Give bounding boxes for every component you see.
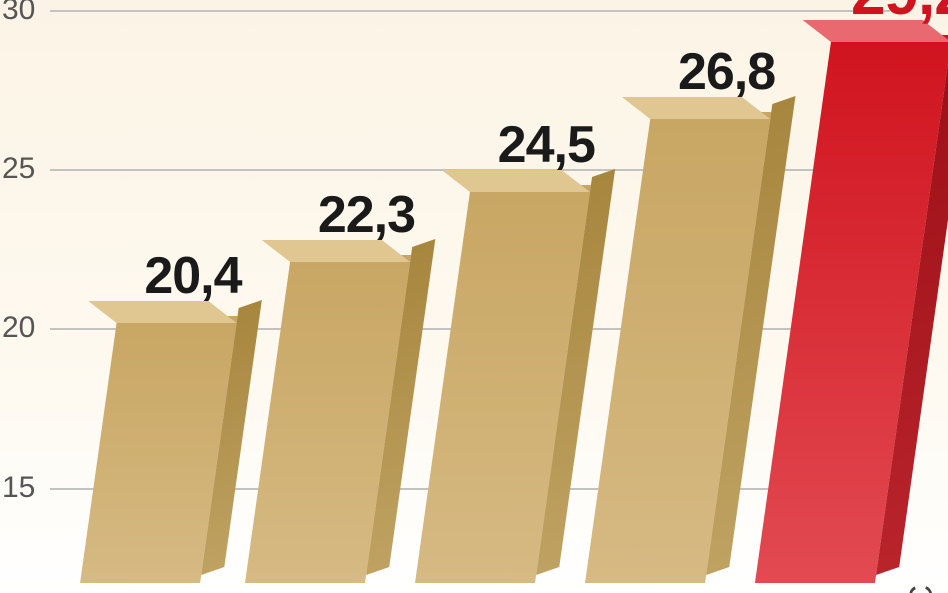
bar-value-label: 26,8 [678,46,775,98]
y-tick-label: 30 [2,0,46,25]
gridline [50,10,890,12]
bar-value-label: 22,3 [318,189,415,241]
bar-value-label: 29,2 [851,0,948,25]
bar-chart: 15202530 20,422,324,526,829,2 ródło: ULC [0,0,948,593]
bar: 22,3 [245,255,411,583]
y-tick-label: 25 [2,154,46,184]
bar: 20,4 [80,316,238,583]
bar: 24,5 [415,185,591,583]
source-text: ródło: ULC [903,585,940,593]
bar-value-label: 24,5 [498,119,595,171]
y-tick-label: 20 [2,313,46,343]
y-tick-label: 15 [2,473,46,503]
bar-value-label: 20,4 [144,250,241,302]
plot-area: 20,422,324,526,829,2 [50,10,890,583]
